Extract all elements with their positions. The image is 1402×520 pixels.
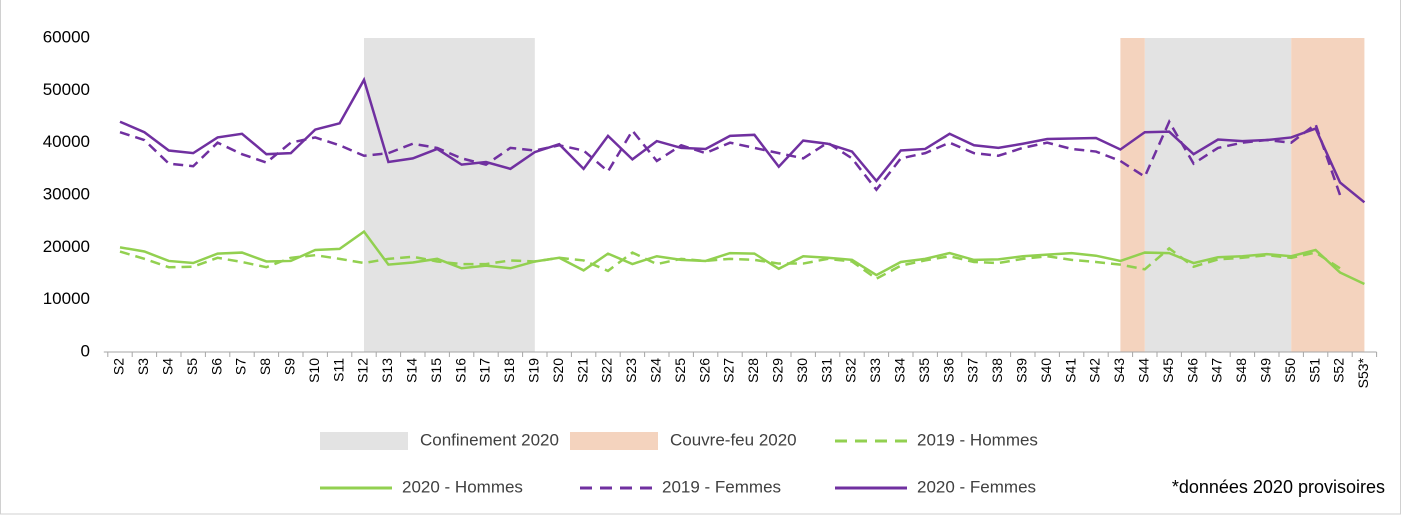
y-tick-label: 40000: [43, 132, 90, 151]
x-tick-label: S48: [1233, 358, 1249, 383]
x-tick-label: S38: [989, 358, 1005, 383]
x-tick-label: S26: [696, 358, 712, 383]
x-tick-label: S12: [355, 358, 371, 383]
legend-label: 2020 - Femmes: [917, 477, 1036, 496]
period-band: [364, 38, 535, 352]
x-tick-label: S50: [1282, 358, 1298, 383]
legend-label: 2019 - Femmes: [662, 477, 781, 496]
x-tick-label: S17: [477, 358, 493, 383]
x-tick-label: S34: [892, 358, 908, 383]
x-tick-label: S25: [672, 358, 688, 383]
x-tick-label: S53*: [1355, 357, 1371, 388]
x-tick-label: S9: [282, 358, 298, 375]
series-line: [119, 246, 1341, 281]
x-tick-label: S44: [1136, 358, 1152, 383]
x-tick-label: S47: [1209, 358, 1225, 383]
x-tick-label: S5: [184, 358, 200, 375]
x-tick-label: S2: [111, 358, 127, 375]
y-tick-label: 60000: [43, 27, 90, 46]
legend-label: Confinement 2020: [420, 430, 559, 449]
x-tick-label: S29: [770, 358, 786, 383]
x-tick-label: S23: [623, 358, 639, 383]
series-line: [119, 118, 1342, 196]
x-tick-label: S32: [843, 358, 859, 383]
x-tick-label: S15: [428, 358, 444, 383]
x-tick-label: S22: [599, 358, 615, 383]
footnote: *données 2020 provisoires: [1172, 477, 1385, 497]
x-tick-label: S8: [257, 358, 273, 375]
x-tick-label: S42: [1087, 358, 1103, 383]
x-tick-label: S45: [1160, 358, 1176, 383]
legend-swatch: [570, 432, 658, 450]
legend-label: 2019 - Hommes: [917, 430, 1038, 449]
period-band: [1291, 38, 1365, 352]
x-tick-label: S24: [648, 358, 664, 383]
period-band: [1144, 38, 1292, 352]
x-tick-label: S37: [965, 358, 981, 383]
x-tick-label: S31: [818, 358, 834, 383]
y-tick-label: 50000: [43, 80, 90, 99]
y-tick-label: 10000: [43, 289, 90, 308]
x-tick-label: S10: [306, 358, 322, 383]
x-tick-label: S49: [1258, 358, 1274, 383]
y-tick-label: 20000: [43, 237, 90, 256]
series-line: [119, 229, 1365, 286]
y-tick-label: 30000: [43, 184, 90, 203]
x-tick-label: S41: [1062, 358, 1078, 383]
x-tick-label: S46: [1184, 358, 1200, 383]
x-tick-label: S4: [160, 358, 176, 375]
x-tick-label: S18: [501, 358, 517, 383]
x-tick-label: S39: [1014, 358, 1030, 383]
x-tick-label: S7: [233, 358, 249, 375]
x-tick-label: S20: [550, 358, 566, 383]
x-tick-label: S19: [526, 358, 542, 383]
x-tick-label: S16: [452, 358, 468, 383]
series-line: [119, 76, 1366, 204]
x-tick-label: S27: [721, 358, 737, 383]
x-tick-label: S6: [208, 358, 224, 375]
x-tick-label: S14: [404, 358, 420, 383]
legend-label: 2020 - Hommes: [402, 477, 523, 496]
x-tick-label: S30: [794, 358, 810, 383]
x-tick-label: S43: [1111, 358, 1127, 383]
x-tick-label: S51: [1306, 358, 1322, 383]
x-tick-label: S13: [379, 358, 395, 383]
x-tick-label: S3: [135, 358, 151, 375]
x-tick-label: S36: [940, 358, 956, 383]
x-tick-label: S11: [330, 358, 346, 382]
x-tick-label: S33: [867, 358, 883, 383]
x-tick-label: S28: [745, 358, 761, 383]
y-tick-label: 0: [81, 341, 90, 360]
x-tick-label: S52: [1331, 358, 1347, 383]
x-tick-label: S21: [574, 358, 590, 383]
x-tick-label: S35: [916, 358, 932, 383]
period-band: [1120, 38, 1145, 352]
legend-label: Couvre-feu 2020: [670, 430, 797, 449]
x-tick-label: S40: [1038, 358, 1054, 383]
legend-swatch: [320, 432, 408, 450]
